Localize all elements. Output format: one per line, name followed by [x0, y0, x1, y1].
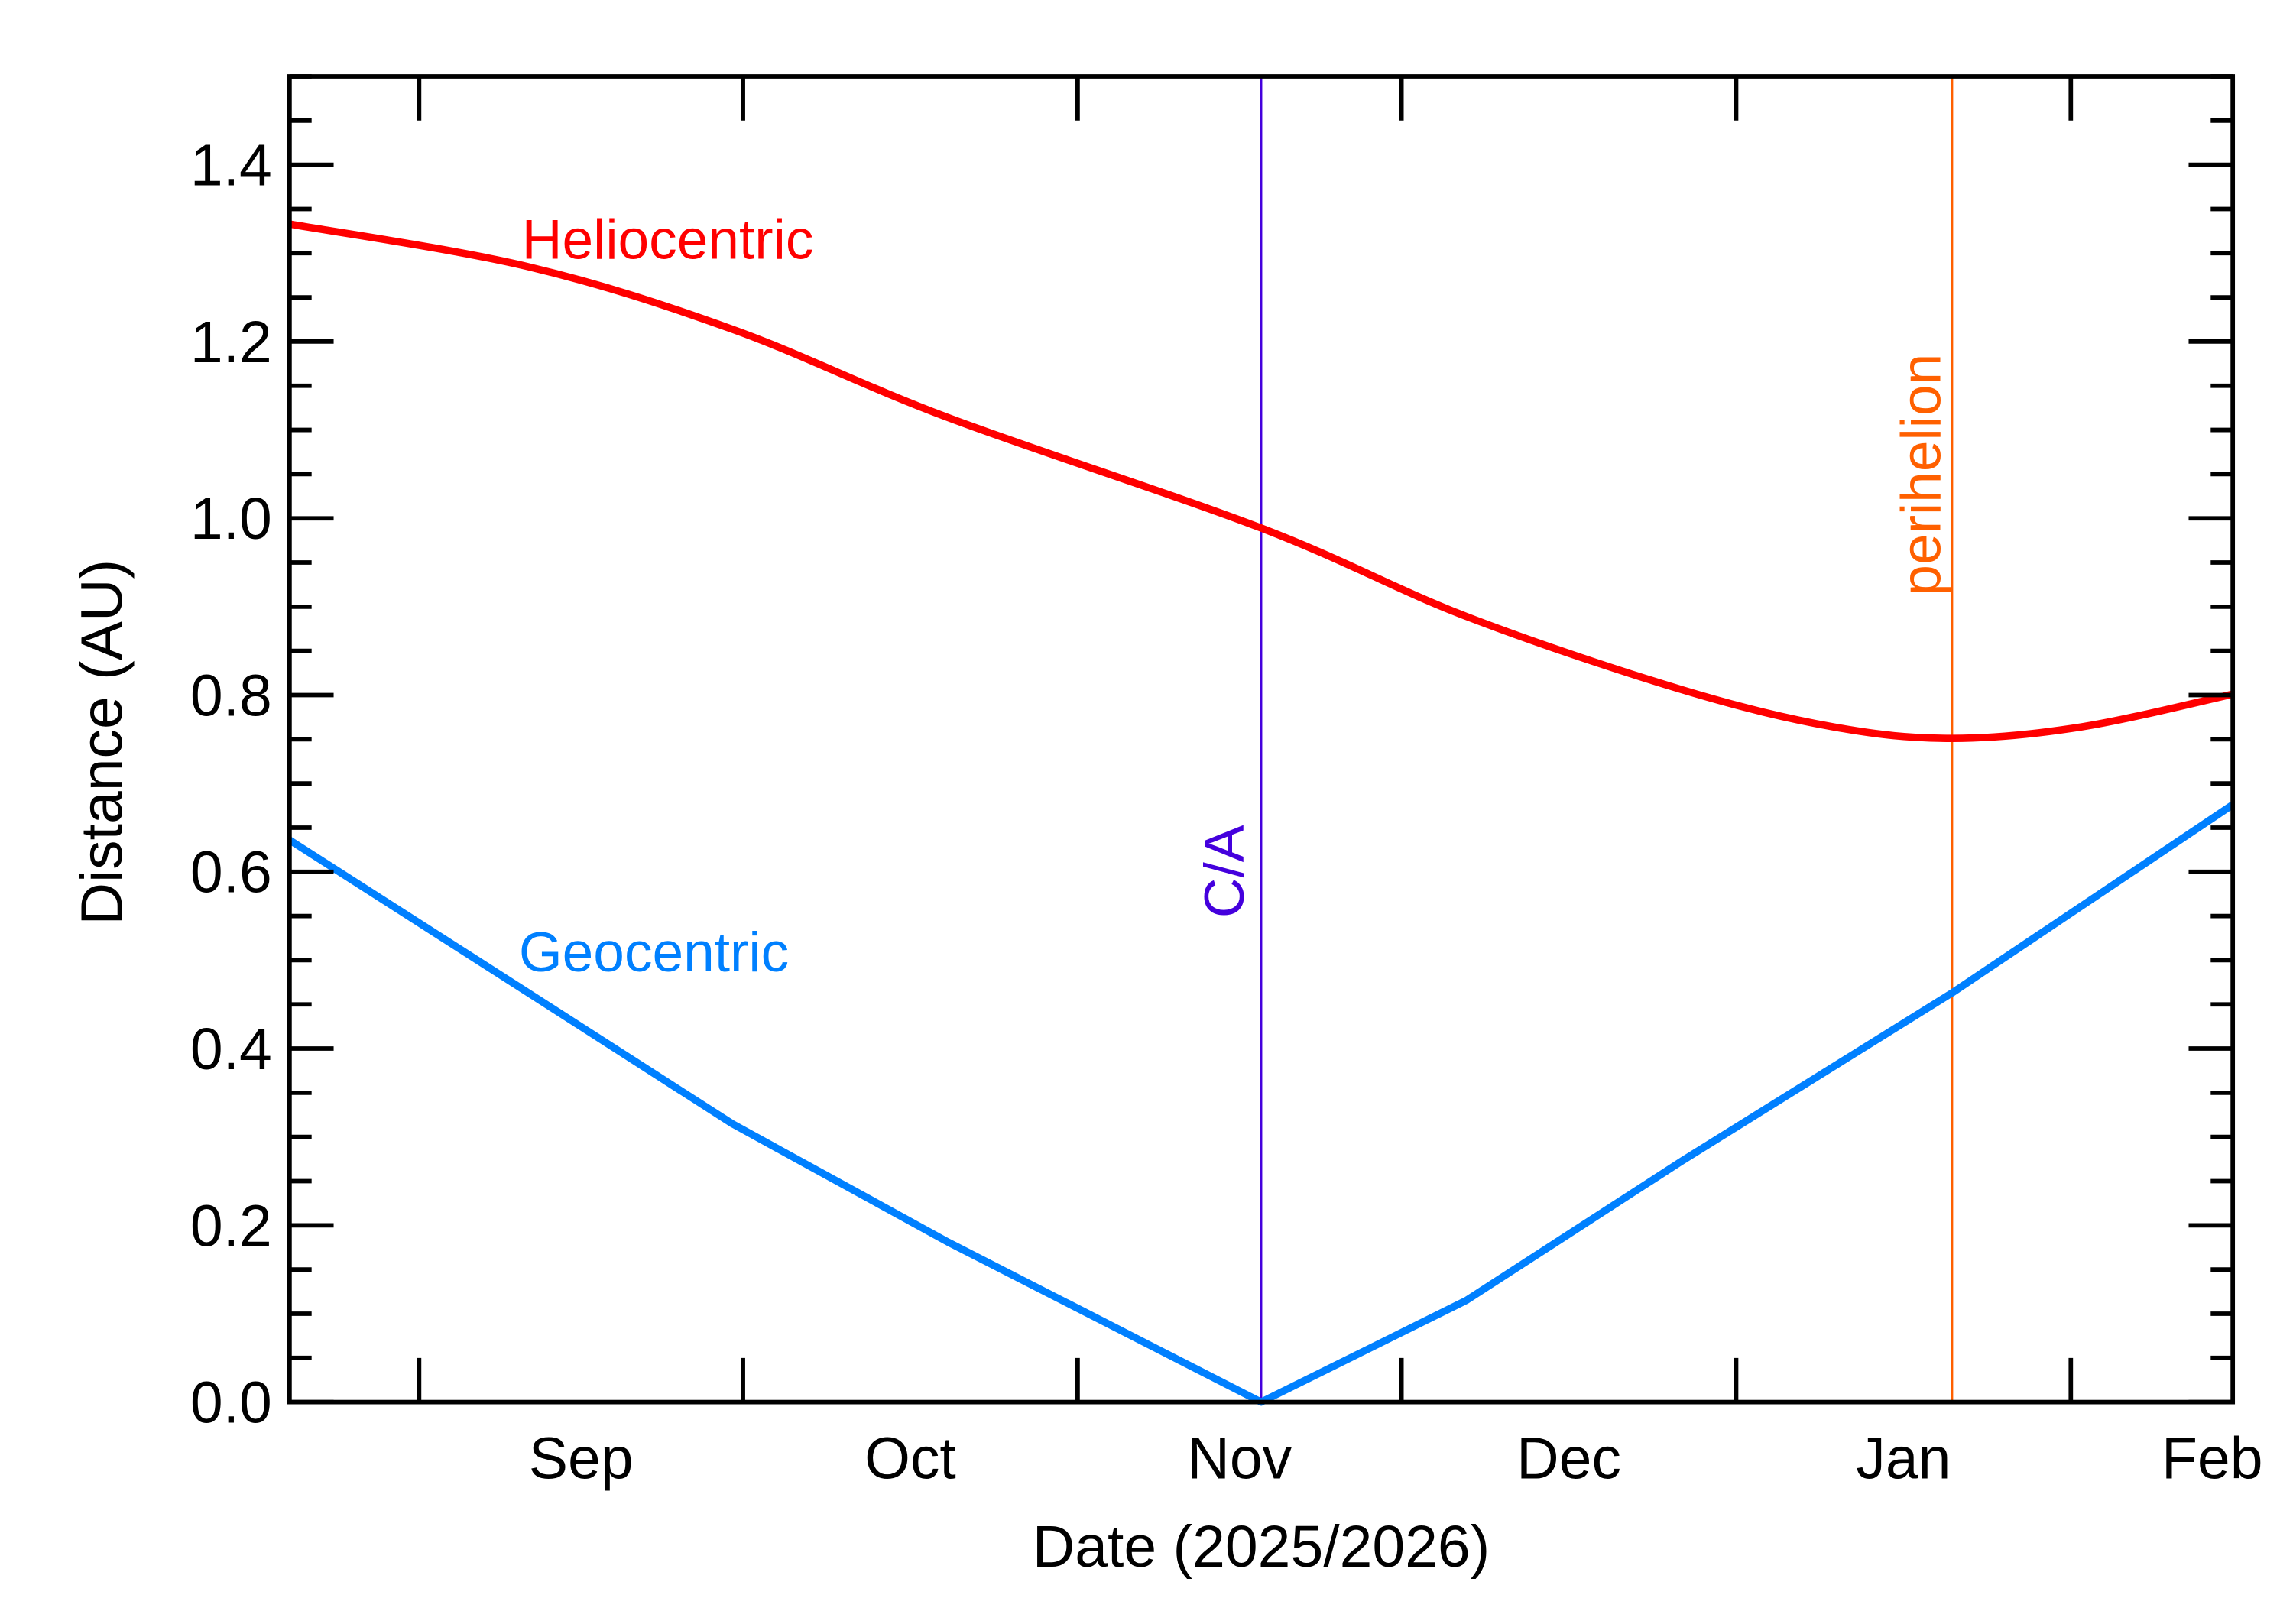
series-line-heliocentric — [289, 220, 2234, 742]
annotation-label-ca: C/A — [1194, 825, 1256, 918]
y-tick-label: 0.2 — [190, 1193, 272, 1259]
x-tick-label: Sep — [529, 1426, 634, 1492]
y-tick-label: 0.4 — [190, 1016, 272, 1082]
axis-ticks: 0.0 0.2 0.4 0.6 0.8 1.0 1.2 1.4 Sep Oct Nov Dec Jan F… — [190, 74, 2263, 1492]
y-tick-label: 0.0 — [190, 1370, 272, 1436]
x-tick-label: Nov — [1187, 1426, 1292, 1492]
x-tick-label: Oct — [864, 1426, 956, 1492]
y-tick-label: 1.2 — [190, 310, 272, 375]
x-tick-label: Dec — [1516, 1426, 1621, 1492]
annotation-label-perihelion: perihelion — [1891, 354, 1953, 596]
y-tick-label: 1.0 — [190, 486, 272, 552]
y-tick-label: 1.4 — [190, 133, 272, 199]
series-label-heliocentric: Heliocentric — [522, 209, 814, 271]
x-tick-label: Feb — [2162, 1426, 2263, 1492]
series-label-geocentric: Geocentric — [519, 922, 789, 984]
y-tick-label: 0.8 — [190, 663, 272, 728]
y-tick-label: 0.6 — [190, 840, 272, 906]
x-axis-label: Date (2025/2026) — [1033, 1514, 1490, 1580]
x-tick-label: Jan — [1856, 1426, 1951, 1492]
y-axis-label: Distance (AU) — [70, 559, 135, 925]
chart-marks — [287, 76, 2235, 1406]
